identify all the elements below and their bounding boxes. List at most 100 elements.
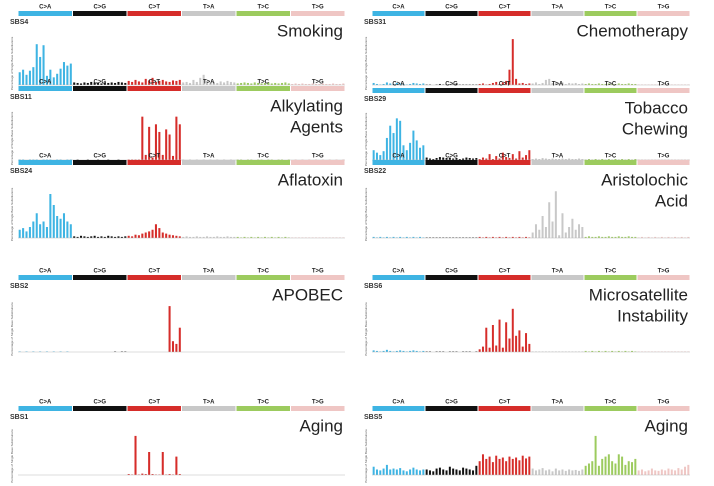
bar: [124, 82, 127, 85]
bar: [59, 68, 62, 85]
bar: [168, 474, 171, 475]
bar: [587, 463, 590, 475]
bar: [22, 228, 25, 238]
bar: [614, 463, 617, 475]
bar: [568, 351, 571, 352]
bar: [274, 237, 277, 238]
bar: [574, 229, 577, 238]
group-label: T>G: [312, 5, 324, 11]
bar: [528, 150, 531, 160]
bar: [379, 155, 382, 160]
bar: [59, 351, 62, 352]
bar: [250, 236, 253, 238]
bar: [495, 156, 498, 160]
bar: [103, 82, 106, 85]
bar: [419, 236, 422, 238]
group-strip: [584, 11, 637, 16]
bar: [541, 82, 544, 85]
bar: [604, 350, 607, 352]
bar: [154, 81, 157, 85]
bar: [452, 237, 455, 238]
bar: [534, 470, 537, 475]
bar: [534, 82, 537, 85]
bar: [399, 236, 402, 238]
bar: [178, 327, 181, 352]
annotation: Aflatoxin: [278, 170, 343, 189]
bar: [664, 84, 667, 85]
bar: [475, 351, 478, 352]
bar: [571, 218, 574, 238]
group-strip: [236, 86, 290, 91]
bar: [385, 137, 388, 160]
bar: [624, 350, 627, 352]
bar: [571, 159, 574, 160]
bar: [18, 229, 21, 238]
bar: [571, 351, 574, 352]
bar: [206, 236, 209, 238]
bar: [42, 221, 45, 238]
bar: [508, 69, 511, 85]
bar: [124, 236, 127, 238]
bar: [564, 232, 567, 238]
bar: [321, 159, 324, 160]
bar: [475, 84, 478, 85]
group-label: T>G: [312, 80, 324, 86]
bar: [637, 470, 640, 475]
bar: [587, 236, 590, 238]
y-label: Percentage of Single Base Substitutions: [364, 187, 368, 241]
bar: [277, 159, 280, 160]
bar: [647, 236, 650, 238]
bar: [178, 79, 181, 85]
bar: [462, 158, 465, 160]
bar: [389, 350, 392, 352]
bar: [458, 470, 461, 475]
bar: [518, 151, 521, 160]
group-strip: [637, 160, 690, 165]
group-label: C>T: [148, 154, 160, 160]
bar: [223, 236, 226, 238]
bar: [131, 236, 134, 238]
bar: [525, 83, 528, 85]
bar: [325, 83, 328, 85]
panel-title: SBS11: [10, 94, 32, 101]
bar: [223, 159, 226, 160]
bar: [277, 236, 280, 238]
group-label: C>G: [93, 5, 106, 11]
group-label: T>C: [257, 400, 269, 406]
bar: [637, 84, 640, 85]
group-label: T>G: [658, 269, 670, 275]
panel: C>A C>G C>T T>A T>C T>G SBS1 Percentage of Sing…: [10, 400, 345, 483]
bar: [294, 83, 297, 85]
bar: [521, 157, 524, 160]
y-label: Percentage of Single Base Substitutions: [10, 36, 14, 90]
bar: [219, 236, 222, 238]
bar: [654, 351, 657, 352]
bar: [680, 84, 683, 85]
bar: [617, 83, 620, 85]
bar: [528, 456, 531, 475]
bar: [185, 236, 188, 238]
bar: [382, 83, 385, 85]
bar: [614, 351, 617, 352]
bar: [561, 351, 564, 352]
bar: [114, 82, 117, 85]
bar: [617, 236, 620, 238]
group-strip: [531, 11, 584, 16]
bar: [405, 471, 408, 475]
bar: [438, 237, 441, 238]
group-label: C>A: [392, 269, 405, 275]
bar: [448, 466, 451, 475]
group-label: C>T: [148, 269, 160, 275]
bar: [518, 460, 521, 475]
bar: [22, 69, 25, 85]
bar: [250, 159, 253, 160]
bar: [253, 237, 256, 238]
bar: [56, 73, 59, 85]
bar: [253, 82, 256, 85]
bar: [640, 84, 643, 85]
bar: [151, 229, 154, 238]
bar: [591, 236, 594, 238]
bar: [458, 237, 461, 238]
bar: [175, 456, 178, 475]
bar: [246, 237, 249, 238]
